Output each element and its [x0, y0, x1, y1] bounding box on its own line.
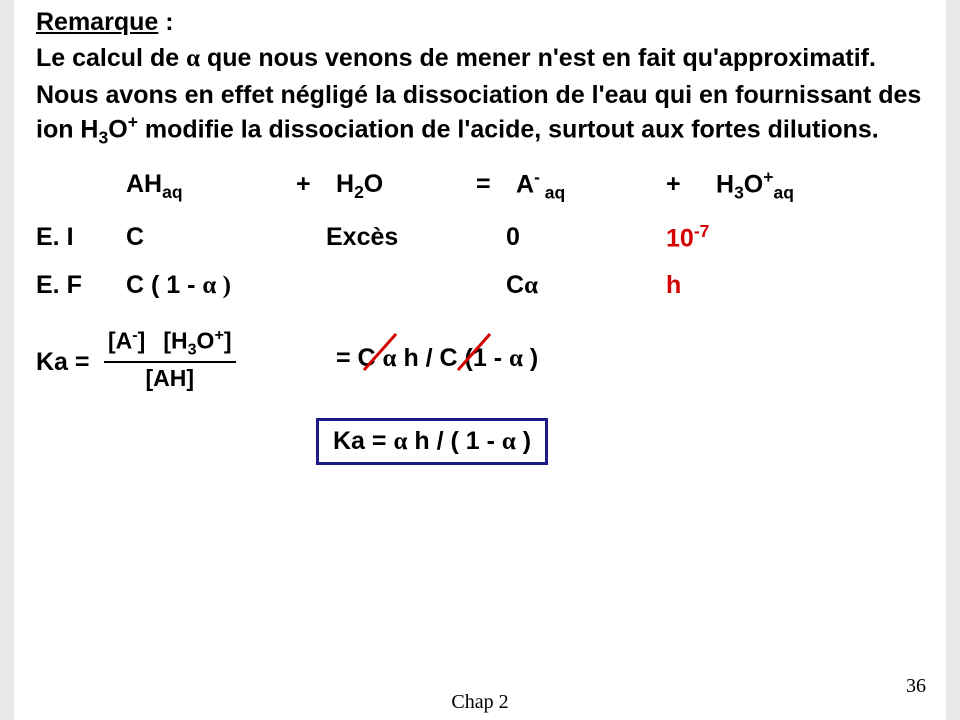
ka-rhs: = C α h / C (1 - α )	[336, 344, 538, 373]
sub-3: 3	[99, 127, 109, 147]
ten-text: 10	[666, 224, 694, 252]
rhs-b: h / C (1 -	[397, 344, 510, 372]
ei-label: E. I	[36, 223, 126, 252]
h3o-h: H	[716, 170, 734, 198]
rhs-a: = C	[336, 344, 383, 372]
state-initial-row: E. I C Excès 0 10-7	[36, 221, 924, 253]
ef-label: E. F	[36, 271, 126, 300]
ef-c1-a: C ( 1 -	[126, 271, 202, 299]
num-a-close: ]	[138, 328, 146, 354]
h2o-o: O	[364, 170, 383, 198]
species-h3o: H3O+aq	[716, 167, 846, 203]
alpha-ef2: α	[524, 272, 538, 299]
h3o-sup: +	[763, 167, 773, 187]
sup-plus: +	[128, 112, 138, 132]
ei-ten-minus-seven: 10-7	[666, 221, 826, 253]
num-b-sup: +	[214, 326, 223, 344]
result-box: Ka = α h / ( 1 - α )	[316, 418, 548, 465]
state-final-row: E. F C ( 1 - α ) Cα h	[36, 271, 924, 300]
para1-b: que nous venons de mener n'est en fait q…	[200, 44, 876, 72]
footer-chapter: Chap 2	[451, 691, 508, 714]
paragraph-1: Le calcul de α que nous venons de mener …	[36, 43, 924, 74]
ei-zero: 0	[506, 223, 666, 252]
h3o-sub: 3	[734, 182, 744, 202]
h2o-h: H	[336, 170, 354, 198]
ah-sub: aq	[162, 182, 182, 202]
ef-c-alpha: Cα	[506, 271, 666, 300]
num-b-o: O	[197, 328, 215, 354]
num-b: [H	[163, 328, 187, 354]
remark-title: Remarque	[36, 8, 158, 36]
num-a: [A	[108, 328, 132, 354]
a-sub: aq	[540, 182, 565, 202]
footer-page-number: 36	[906, 675, 926, 698]
plus-2: +	[666, 170, 716, 199]
ef-c1: C ( 1 - α )	[126, 271, 406, 300]
ka-expression: Ka = [A-][H3O+] [AH] = C α h / C (1 - α …	[36, 326, 924, 396]
alpha-symbol: α	[186, 45, 200, 72]
frac-numerator: [A-][H3O+]	[104, 326, 236, 362]
species-a-minus: A- aq	[516, 167, 666, 203]
num-b-close: ]	[224, 328, 232, 354]
ka-lhs: Ka =	[36, 348, 90, 377]
alpha-rhs1: α	[383, 345, 397, 372]
para2-b: O	[108, 115, 127, 143]
para1-a: Le calcul de	[36, 44, 186, 72]
ef-c3-a: C	[506, 271, 524, 299]
alpha-ef1: α	[202, 272, 216, 299]
ten-sup: -7	[694, 221, 710, 241]
h3o-aq: aq	[773, 182, 793, 202]
colon: :	[158, 8, 173, 36]
species-ah: AHaq	[126, 170, 296, 203]
species-h2o: H2O	[336, 170, 476, 203]
plus-1: +	[296, 170, 336, 199]
h3o-o: O	[744, 170, 763, 198]
frac-denominator: [AH]	[104, 363, 236, 392]
ka-fraction: [A-][H3O+] [AH]	[104, 326, 236, 391]
ei-c: C	[126, 223, 326, 252]
num-b-sub: 3	[188, 341, 197, 359]
slide: Remarque : Le calcul de α que nous venon…	[14, 0, 946, 720]
para2-c: modifie la dissociation de l'acide, surt…	[138, 115, 879, 143]
ah-text: AH	[126, 170, 162, 198]
a-text: A	[516, 170, 534, 198]
equation-row: AHaq + H2O = A- aq + H3O+aq	[36, 167, 924, 203]
result-c: )	[516, 427, 531, 455]
alpha-res2: α	[502, 428, 516, 455]
result-a: Ka =	[333, 427, 393, 455]
result-b: h / ( 1 -	[407, 427, 501, 455]
alpha-rhs2: α	[509, 345, 523, 372]
ef-h: h	[666, 271, 826, 300]
alpha-res1: α	[393, 428, 407, 455]
ei-exces: Excès	[326, 223, 506, 252]
paragraph-2: Nous avons en effet négligé la dissociat…	[36, 80, 924, 148]
remark-heading: Remarque :	[36, 8, 924, 37]
rhs-c: )	[523, 344, 538, 372]
h2o-sub: 2	[354, 182, 364, 202]
equals-sign: =	[476, 170, 516, 199]
ef-c1-b: )	[216, 272, 231, 299]
